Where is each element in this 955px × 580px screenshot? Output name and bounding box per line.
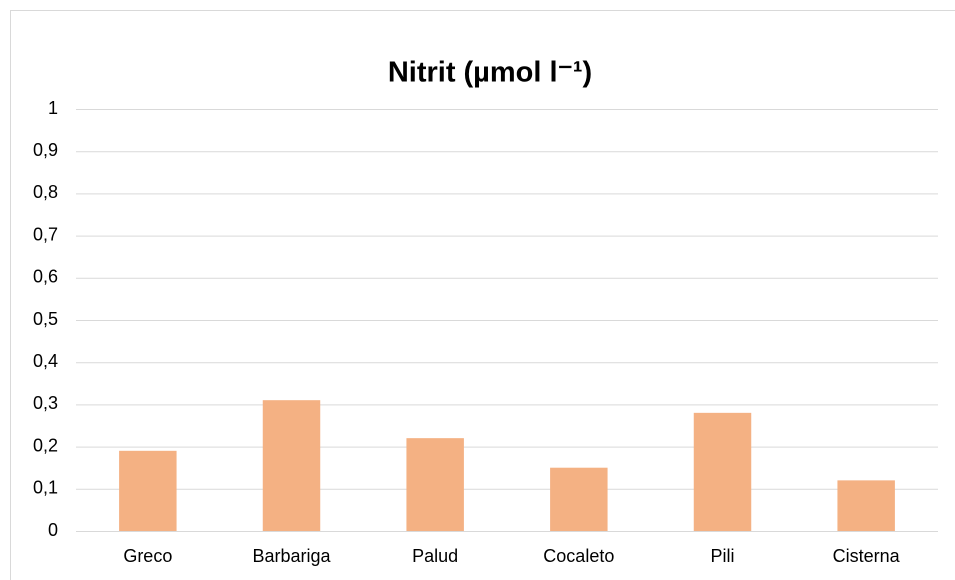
x-tick-label: Barbariga	[252, 546, 331, 566]
bar	[693, 412, 752, 531]
y-tick-label: 0,6	[33, 267, 58, 287]
y-tick-label: 0,2	[33, 435, 58, 455]
chart-title: Nitrit (µmol l⁻¹)	[388, 57, 592, 89]
y-tick-label: 0,5	[33, 309, 58, 329]
x-tick-label: Cisterna	[833, 546, 901, 566]
y-tick-label: 0,8	[33, 182, 58, 202]
y-tick-label: 0,7	[33, 224, 58, 244]
y-tick-label: 0,4	[33, 351, 58, 371]
bar	[550, 467, 608, 531]
x-tick-label: Greco	[123, 546, 172, 566]
bar	[262, 400, 321, 531]
x-tick-label: Palud	[412, 546, 458, 566]
y-tick-label: 0,9	[33, 140, 58, 160]
y-tick-label: 0,3	[33, 393, 58, 413]
y-tick-label: 0,1	[33, 478, 58, 498]
x-tick-label: Pili	[710, 546, 734, 566]
bar	[119, 450, 177, 531]
bar	[406, 438, 464, 531]
bar	[837, 480, 895, 531]
y-tick-label: 1	[48, 98, 58, 118]
x-tick-label: Cocaleto	[543, 546, 614, 566]
y-tick-label: 0	[48, 520, 58, 540]
